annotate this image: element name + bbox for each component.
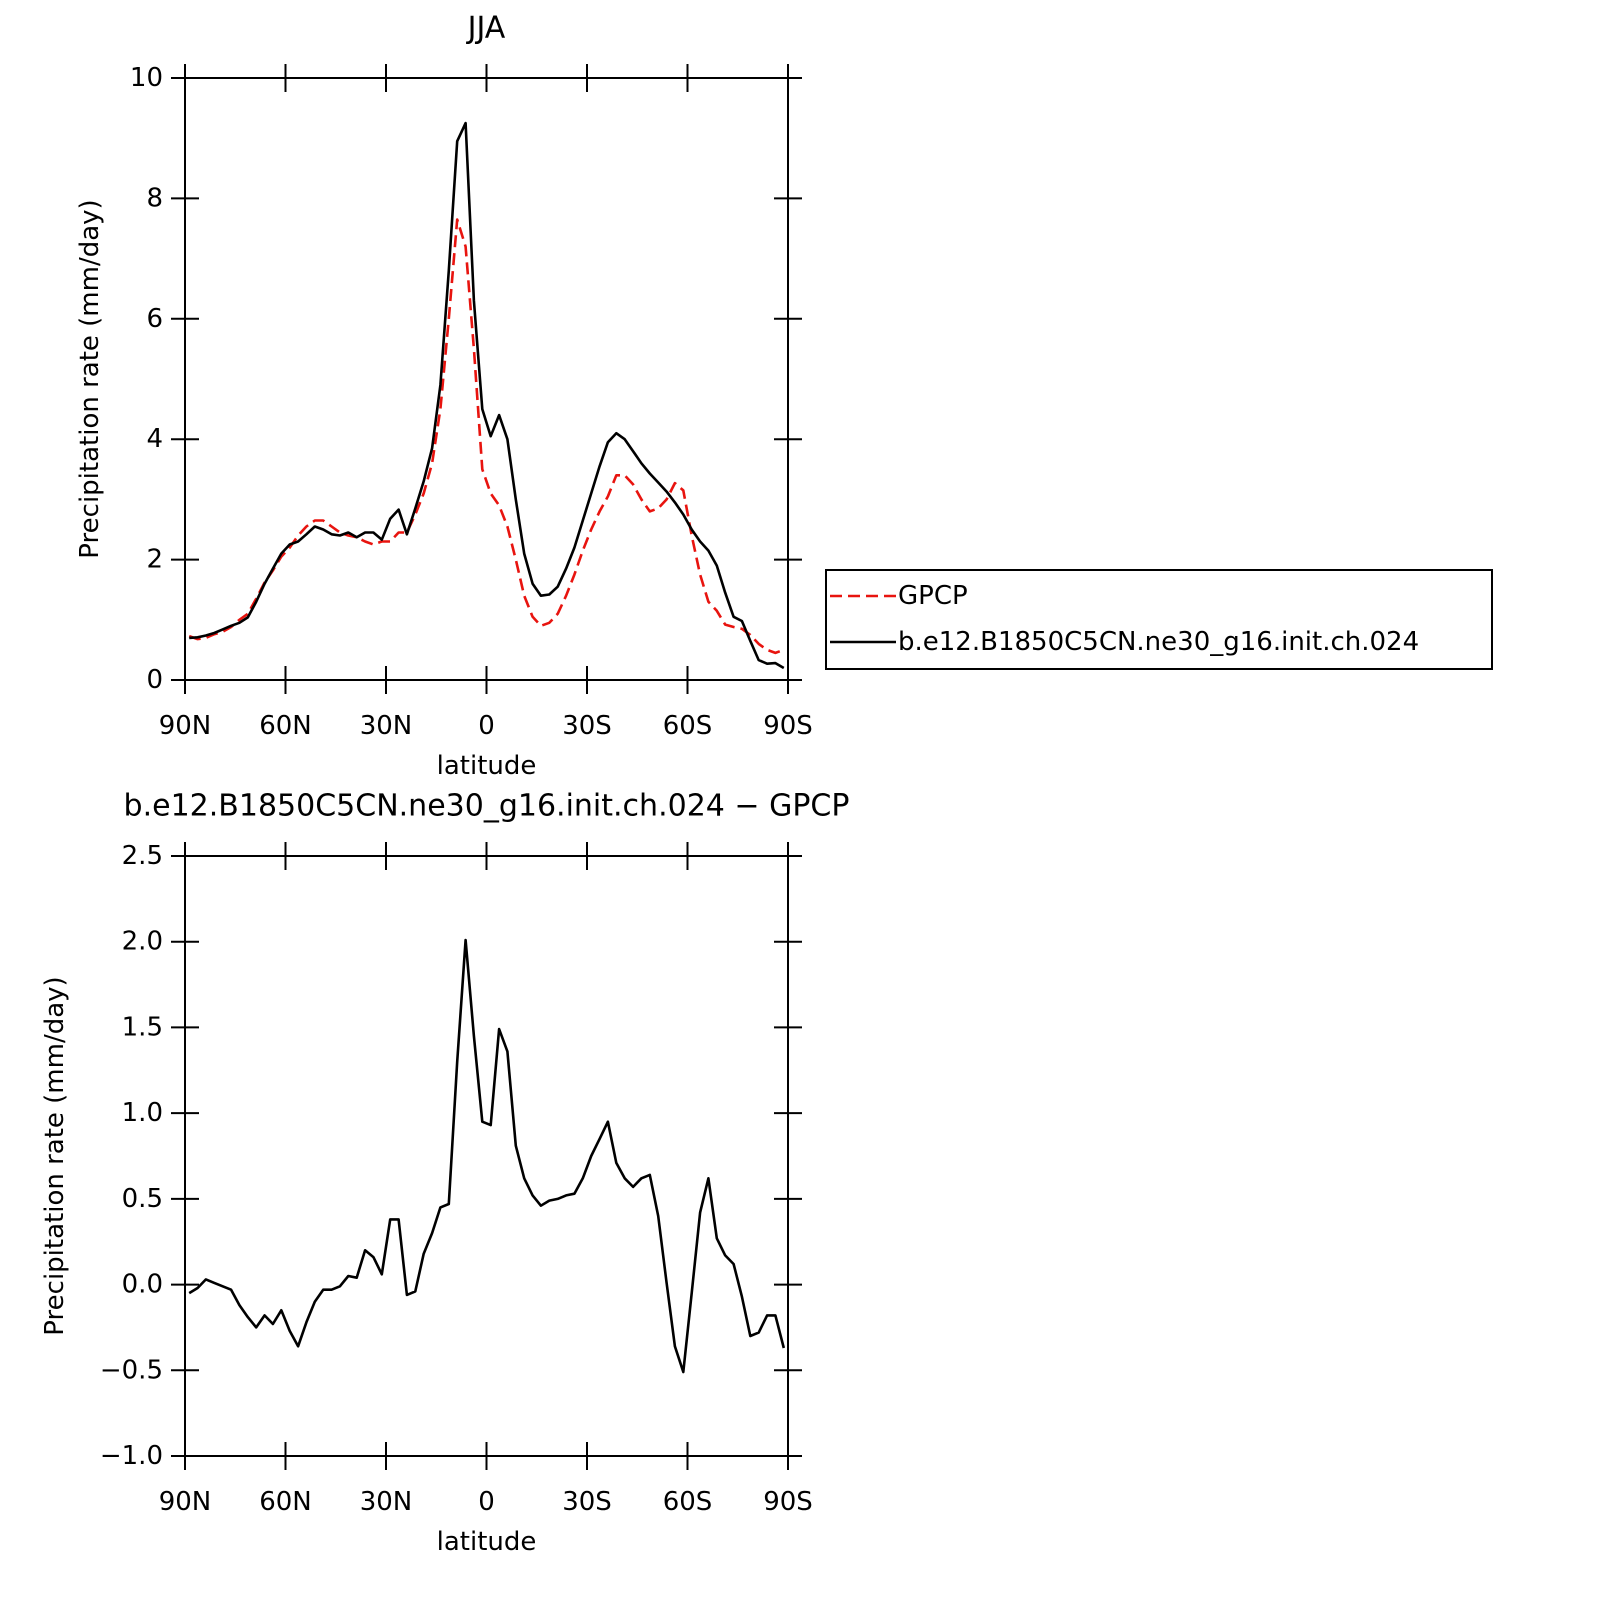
plot-frame (184, 855, 789, 1457)
y-tick-label: 4 (146, 424, 163, 454)
legend-label: GPCP (898, 581, 968, 611)
x-tick-label: 0 (478, 711, 495, 741)
y-axis-label: Precipitation rate (mm/day) (40, 976, 70, 1335)
legend: GPCP b.e12.B1850C5CN.ne30_g16.init.ch.024 (825, 569, 1493, 670)
plot-frame (184, 77, 789, 681)
x-axis-label: latitude (437, 751, 537, 781)
x-tick-label: 90N (159, 711, 212, 741)
chart-title: JJA (466, 11, 506, 46)
y-tick-label: 2 (146, 545, 163, 575)
y-tick-label: 1.5 (122, 1012, 163, 1042)
y-tick-label: 8 (146, 183, 163, 213)
y-tick-label: 0.0 (122, 1270, 163, 1300)
y-tick-label: 6 (146, 304, 163, 334)
data-line (188, 218, 785, 655)
y-tick-label: 10 (130, 63, 163, 93)
x-tick-label: 90N (159, 1487, 212, 1517)
x-tick-label: 90S (763, 711, 813, 741)
y-tick-label: −0.5 (100, 1355, 163, 1385)
x-tick-label: 60S (663, 711, 713, 741)
y-tick-label: 0 (146, 665, 163, 695)
x-tick-label: 60N (259, 1487, 312, 1517)
x-tick-label: 30S (562, 1487, 612, 1517)
x-tick-label: 30N (360, 711, 413, 741)
y-tick-label: −1.0 (100, 1441, 163, 1471)
legend-label: b.e12.B1850C5CN.ne30_g16.init.ch.024 (898, 627, 1419, 657)
x-tick-label: 30S (562, 711, 612, 741)
x-tick-label: 30N (360, 1487, 413, 1517)
data-line (189, 121, 785, 670)
x-tick-label: 60N (259, 711, 312, 741)
y-tick-label: 0.5 (122, 1184, 163, 1214)
x-tick-label: 0 (478, 1487, 495, 1517)
data-line (188, 938, 786, 1374)
chart-title: b.e12.B1850C5CN.ne30_g16.init.ch.024 − G… (124, 789, 850, 824)
x-axis-label: latitude (437, 1527, 537, 1557)
y-tick-label: 1.0 (122, 1098, 163, 1128)
x-tick-label: 90S (763, 1487, 813, 1517)
legend-box (825, 569, 1493, 670)
y-axis-label: Precipitation rate (mm/day) (75, 199, 105, 558)
y-tick-label: 2.5 (122, 841, 163, 871)
x-tick-label: 60S (663, 1487, 713, 1517)
y-tick-label: 2.0 (122, 927, 163, 957)
